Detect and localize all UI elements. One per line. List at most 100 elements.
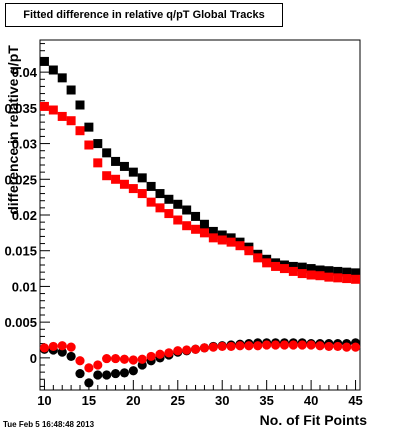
data-point-square <box>208 226 218 236</box>
data-point-square <box>217 230 227 240</box>
data-point-circle <box>66 342 76 352</box>
y-axis-label: difference in relative q/pT <box>5 45 21 215</box>
data-point-square <box>93 139 103 149</box>
data-point-square <box>271 261 281 271</box>
data-point-square <box>173 199 183 209</box>
data-point-circle <box>93 370 103 380</box>
data-point-square <box>297 262 307 272</box>
data-point-circle <box>57 341 67 351</box>
data-point-square <box>128 184 138 194</box>
data-point-square <box>244 246 254 256</box>
data-point-square <box>333 273 343 283</box>
data-point-square <box>235 241 245 251</box>
y-tick-label: 0.01 <box>12 279 37 294</box>
x-tick-label: 35 <box>259 393 273 408</box>
data-point-square <box>306 264 316 274</box>
data-point-square <box>57 73 67 83</box>
data-point-square <box>39 56 49 66</box>
data-point-circle <box>288 340 298 350</box>
data-point-square <box>39 101 49 111</box>
x-tick-label: 30 <box>215 393 229 408</box>
data-point-circle <box>297 340 307 350</box>
data-point-square <box>315 265 325 275</box>
y-tick-label: 0.03 <box>12 137 37 152</box>
data-point-circle <box>270 340 281 350</box>
data-point-square <box>182 205 192 215</box>
data-point-square <box>217 235 227 245</box>
data-point-square <box>279 264 289 274</box>
data-point-circle <box>306 340 316 350</box>
data-point-circle <box>119 354 130 364</box>
data-point-square <box>137 173 147 183</box>
data-point-square <box>66 116 76 126</box>
data-point-square <box>146 197 156 207</box>
y-tick-label: 0.04 <box>12 65 38 80</box>
data-point-square <box>75 126 85 136</box>
data-point-square <box>342 267 352 277</box>
data-point-square <box>208 233 218 243</box>
data-point-square <box>351 274 361 284</box>
x-tick-label: 20 <box>126 393 140 408</box>
data-point-circle <box>190 344 201 354</box>
x-axis-label: No. of Fit Points <box>259 412 367 428</box>
x-tick-label: 40 <box>304 393 318 408</box>
data-point-circle <box>84 363 94 373</box>
data-point-circle <box>333 341 343 352</box>
y-axis-label-wrap: difference in relative q/pT <box>4 45 22 215</box>
y-tick-label: 0.015 <box>4 244 37 259</box>
data-point-square <box>199 228 209 238</box>
data-point-circle <box>244 341 254 351</box>
data-point-square <box>48 65 58 75</box>
data-point-square <box>288 261 298 271</box>
data-point-square <box>137 189 147 199</box>
x-tick-label: 10 <box>37 393 51 408</box>
data-point-square <box>102 148 112 158</box>
data-point-circle <box>253 341 263 351</box>
data-point-circle <box>102 353 112 364</box>
x-tick-label: 25 <box>171 393 185 408</box>
data-point-square <box>155 189 165 199</box>
data-point-square <box>84 122 94 132</box>
data-point-circle <box>279 340 290 350</box>
x-tick-label: 45 <box>348 393 362 408</box>
data-point-circle <box>226 341 236 352</box>
data-point-circle <box>235 341 245 351</box>
data-point-square <box>253 253 263 263</box>
data-point-circle <box>119 368 130 378</box>
data-point-circle <box>324 341 334 352</box>
y-tick-label: 0 <box>30 351 37 366</box>
data-point-square <box>66 85 76 95</box>
y-tick-label: 0.02 <box>12 208 37 223</box>
y-tick-label: 0.035 <box>4 101 37 116</box>
data-point-circle <box>155 349 165 359</box>
data-point-circle <box>164 348 174 358</box>
y-tick-label: 0.025 <box>4 172 37 187</box>
data-point-square <box>191 211 201 221</box>
data-point-square <box>333 266 343 276</box>
data-point-circle <box>128 366 138 376</box>
data-point-square <box>182 221 192 231</box>
data-point-circle <box>128 355 138 365</box>
data-point-square <box>93 158 103 168</box>
data-point-square <box>173 215 183 225</box>
data-point-square <box>155 203 165 213</box>
data-point-circle <box>110 368 121 379</box>
data-point-square <box>191 224 201 234</box>
data-point-square <box>57 111 67 121</box>
data-point-circle <box>66 351 76 362</box>
data-point-square <box>288 266 298 276</box>
data-point-circle <box>315 341 325 351</box>
data-point-square <box>199 219 209 229</box>
data-point-square <box>297 269 307 279</box>
data-point-square <box>119 161 129 171</box>
data-point-square <box>262 258 272 268</box>
data-point-circle <box>146 351 156 362</box>
data-point-circle <box>39 343 50 353</box>
data-point-circle <box>93 360 103 370</box>
data-point-square <box>75 100 85 110</box>
data-point-circle <box>350 342 361 352</box>
data-point-square <box>315 271 325 281</box>
data-point-square <box>119 179 129 189</box>
data-point-square <box>111 174 121 184</box>
